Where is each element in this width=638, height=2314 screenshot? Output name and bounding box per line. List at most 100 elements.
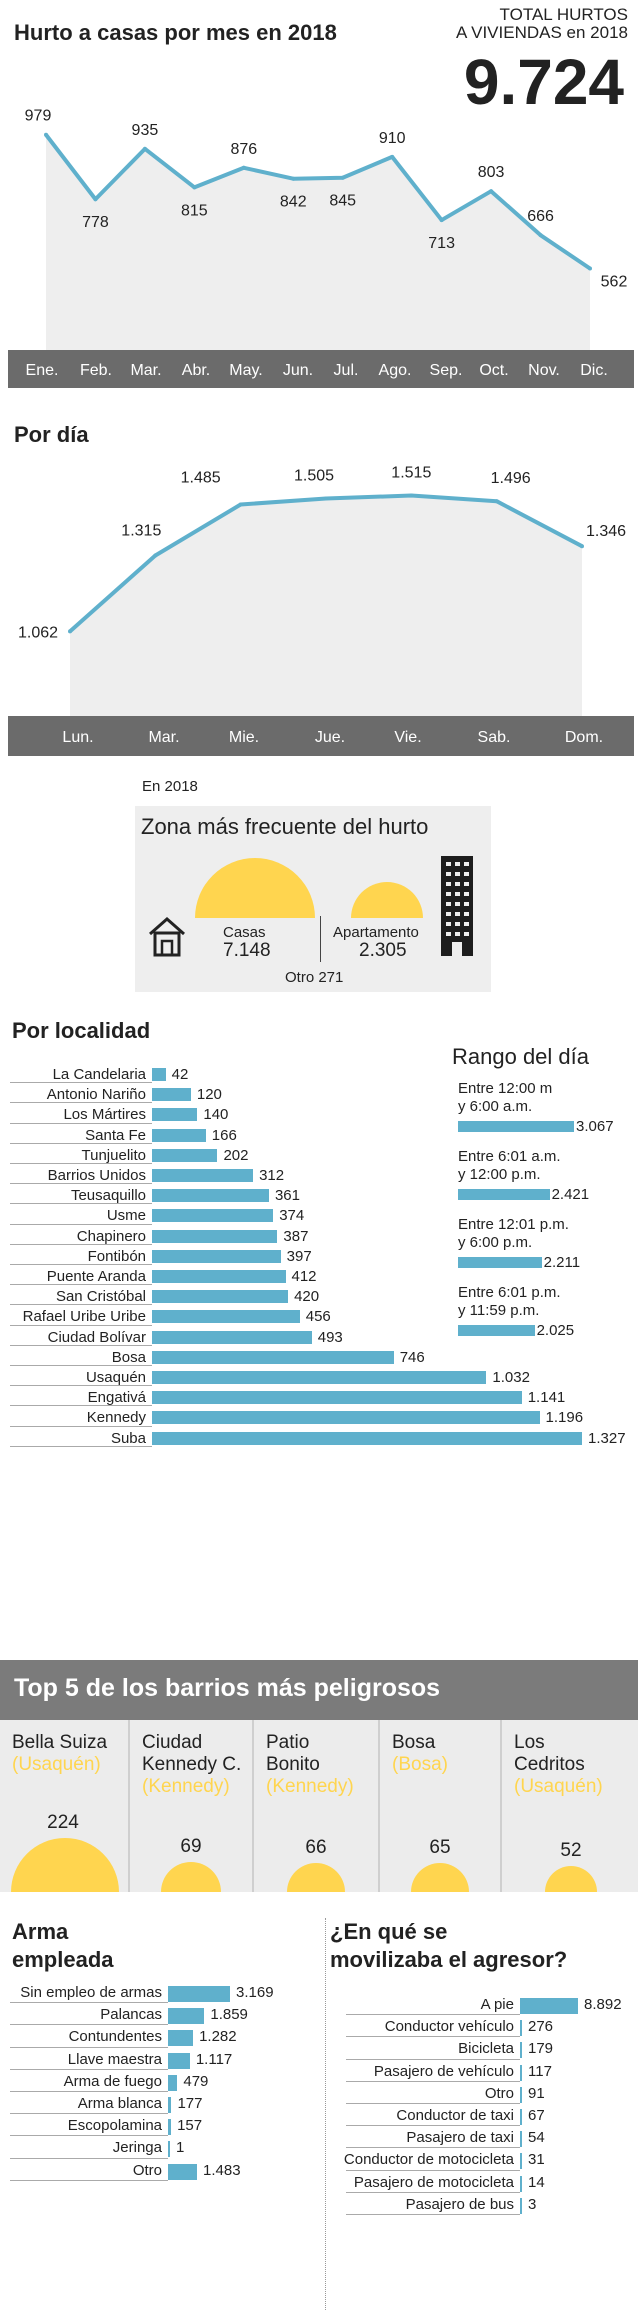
value-label: 69: [180, 1836, 202, 1857]
value-semicircle: [161, 1862, 221, 1892]
rango-title: Rango del día: [452, 1044, 589, 1069]
value-label: 1.141: [527, 1389, 566, 1407]
category-label: Bicicleta: [458, 2040, 514, 2058]
top5-panel: Top 5 de los barrios más peligrosos Bell…: [0, 1660, 638, 1892]
localidad-title: Por localidad: [12, 1018, 151, 1043]
rango-label: Entre 6:01 a.m.: [458, 1148, 561, 1165]
row-divider: [10, 1405, 152, 1407]
row-divider: [346, 2080, 520, 2082]
category-label: Contundentes: [68, 2028, 162, 2046]
rango-label: Entre 6:01 p.m.: [458, 1284, 561, 1301]
category-label: Conductor vehículo: [384, 2018, 514, 2036]
data-point: [238, 502, 243, 507]
value-label: 1: [176, 2139, 185, 2157]
bar: [152, 1209, 274, 1223]
tick-label: Mar.: [148, 729, 179, 746]
bar: [152, 1310, 300, 1324]
bar: [520, 2197, 522, 2214]
category-label: Llave maestra: [67, 2050, 162, 2068]
zone-divider: [320, 916, 321, 962]
tick-label: Ene.: [26, 362, 59, 379]
agresor-title: ¿En qué se movilizaba el agresor?: [330, 1918, 567, 1974]
data-point: [93, 197, 98, 202]
bar: [152, 1128, 206, 1142]
category-label: Pasajero de vehículo: [373, 2062, 514, 2080]
data-point: [494, 499, 499, 504]
barrio-localidad: (Usaquén): [12, 1754, 101, 1775]
bar: [458, 1325, 535, 1336]
category-label: Santa Fe: [85, 1126, 146, 1144]
value-label: 117: [528, 2062, 552, 2080]
data-point: [68, 629, 72, 634]
casas-value: 7.148: [223, 940, 271, 961]
value-label: 66: [305, 1836, 327, 1858]
bar: [152, 1330, 312, 1344]
barrio-name: Ciudad Kennedy C.: [142, 1732, 242, 1775]
tick-label: Ago.: [379, 362, 412, 379]
total-label-line2: A VIVIENDAS en 2018: [456, 23, 628, 42]
row-divider: [10, 2091, 168, 2092]
data-point: [340, 175, 345, 180]
data-label: 845: [329, 193, 356, 210]
tick-label: Mie.: [229, 729, 259, 746]
tick-label: Oct.: [479, 362, 508, 379]
apartamento-label: Apartamento: [333, 924, 419, 941]
value-label: 177: [177, 2095, 203, 2112]
arma-title: Arma empleada: [12, 1918, 114, 1974]
category-label: Teusaquillo: [70, 1187, 146, 1205]
apartamento-semicircle: [351, 882, 423, 918]
bar: [152, 1068, 166, 1081]
tick-label: Lun.: [62, 729, 93, 746]
bar: [168, 2008, 205, 2025]
bar: [458, 1121, 574, 1132]
category-label: Bosa: [111, 1348, 146, 1366]
category-label: Barrios Unidos: [47, 1167, 146, 1184]
row-divider: [10, 1365, 152, 1366]
top5-column: Ciudad Kennedy C. (Kennedy) 69: [128, 1720, 252, 1892]
bar: [520, 2064, 522, 2081]
category-label: Los Mártires: [63, 1106, 146, 1124]
category-label: Ciudad Bolívar: [47, 1328, 146, 1346]
value-label: 387: [283, 1227, 309, 1245]
value-semicircle: [11, 1838, 119, 1892]
value-label: 312: [259, 1167, 285, 1184]
casas-label: Casas: [223, 924, 266, 941]
data-label: 562: [601, 274, 628, 291]
value-label: 54: [528, 2129, 545, 2147]
area-fill: [46, 134, 590, 350]
value-label: 31: [528, 2151, 545, 2169]
category-label: Suba: [110, 1429, 146, 1447]
rango-label: y 11:59 p.m.: [458, 1302, 540, 1319]
category-label: Chapinero: [76, 1227, 146, 1245]
data-label: 666: [527, 208, 554, 225]
row-divider: [10, 1284, 152, 1286]
value-label: 1.282: [199, 2028, 237, 2046]
total-label-line1: TOTAL HURTOS: [499, 5, 628, 24]
barrio-localidad: (Bosa): [392, 1754, 448, 1775]
bar: [520, 2042, 522, 2059]
row-divider: [10, 1243, 152, 1245]
data-point: [538, 233, 543, 238]
row-divider: [10, 1304, 152, 1306]
zone-year-label: En 2018: [142, 778, 198, 795]
bar: [520, 2153, 522, 2170]
bar: [520, 2086, 522, 2103]
bar: [168, 1986, 230, 2002]
agresor-title-line1: ¿En qué se: [330, 1919, 448, 1944]
tick-label: Sab.: [478, 729, 511, 746]
tick-label: Nov.: [528, 362, 560, 379]
category-label: Arma blanca: [77, 2095, 162, 2112]
top5-title: Top 5 de los barrios más peligrosos: [14, 1674, 441, 1702]
row-divider: [10, 2135, 168, 2137]
tick-label: Sep.: [430, 362, 463, 379]
category-label: Usme: [106, 1207, 146, 1225]
bar: [152, 1148, 218, 1162]
bar: [152, 1290, 289, 1304]
casas-semicircle: [195, 858, 315, 918]
bar: [520, 2020, 522, 2037]
category-label: Engativá: [87, 1389, 146, 1407]
category-label: Sin empleo de armas: [20, 1984, 162, 2001]
value-label: 479: [183, 2072, 209, 2090]
data-label: 1.062: [18, 624, 58, 641]
barrio-name: Bella Suiza: [12, 1732, 108, 1753]
